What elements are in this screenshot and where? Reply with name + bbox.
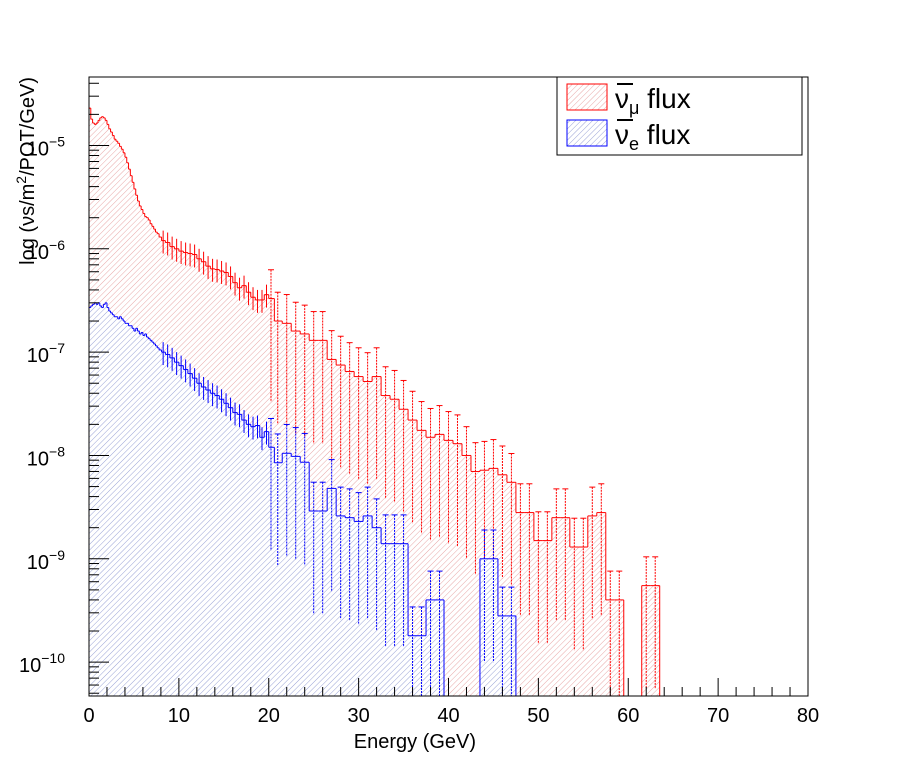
y-tick-label-3: 10−8 bbox=[27, 443, 65, 470]
legend-nue-nu: ν bbox=[615, 119, 629, 150]
legend-nue-sub: e bbox=[629, 134, 639, 154]
x-axis-title: Energy (GeV) bbox=[354, 731, 476, 753]
x-tick-label-4: 40 bbox=[437, 705, 459, 727]
x-tick-label-1: 10 bbox=[168, 705, 190, 727]
x-tick-label-5: 50 bbox=[527, 705, 549, 727]
axes: 0 10 20 30 40 50 60 70 80 10−5 10−6 10−7 10−8 10−9 10−… bbox=[19, 82, 819, 727]
y-axis-title-pre: log (νs/m bbox=[17, 184, 39, 265]
legend-nue-post: flux bbox=[639, 119, 690, 150]
series-fill-1 bbox=[89, 302, 516, 696]
legend-swatch-nue bbox=[566, 119, 608, 147]
legend-numu-nu: ν bbox=[615, 83, 629, 114]
x-tick-label-7: 70 bbox=[707, 705, 729, 727]
legend-label-numu: νμ flux bbox=[615, 83, 691, 118]
y-axis-title-sup: 2 bbox=[13, 176, 29, 184]
series-1 bbox=[89, 302, 517, 696]
y-tick-label-0: 10−5 bbox=[27, 133, 65, 160]
legend-numu-sub: μ bbox=[629, 98, 639, 118]
x-tick-label-2: 20 bbox=[258, 705, 280, 727]
y-axis-title-post: /POT/GeV) bbox=[17, 77, 39, 176]
y-tick-label-4: 10−9 bbox=[27, 547, 65, 574]
x-tick-label-3: 30 bbox=[348, 705, 370, 727]
y-tick-label-5: 10−10 bbox=[19, 650, 65, 677]
x-tick-label-8: 80 bbox=[797, 705, 819, 727]
plot-area bbox=[89, 107, 661, 696]
x-tick-label-6: 60 bbox=[617, 705, 639, 727]
x-tick-label-0: 0 bbox=[83, 705, 94, 727]
y-tick-label-2: 10−7 bbox=[27, 340, 65, 367]
legend: νμ flux νe flux bbox=[556, 76, 803, 156]
y-axis-title: log (νs/m2/POT/GeV) bbox=[13, 77, 39, 265]
legend-label-nue: νe flux bbox=[615, 119, 690, 154]
legend-swatch-numu bbox=[566, 83, 608, 111]
y-tick-label-1: 10−6 bbox=[27, 237, 65, 264]
legend-numu-post: flux bbox=[639, 83, 690, 114]
